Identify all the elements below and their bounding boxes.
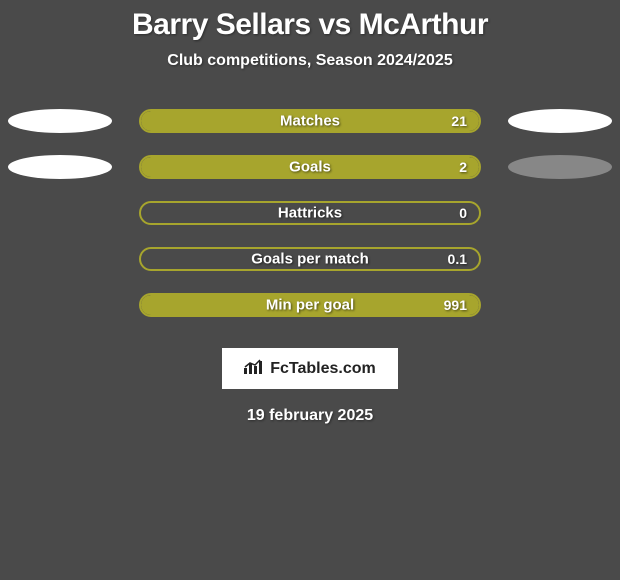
stat-label: Hattricks: [278, 205, 342, 222]
stat-value: 2: [459, 159, 467, 175]
subtitle: Club competitions, Season 2024/2025: [0, 52, 620, 70]
brand-chart-icon: [244, 358, 264, 379]
stat-label: Goals: [289, 159, 331, 176]
chart-area: Matches 21 Goals 2 Hattricks 0 Goals per match…: [0, 98, 620, 328]
stat-label: Min per goal: [266, 297, 354, 314]
page-title: Barry Sellars vs McArthur: [0, 8, 620, 42]
player-right-marker: [508, 155, 612, 179]
stat-row: Min per goal 991: [0, 282, 620, 328]
date-text: 19 february 2025: [0, 407, 620, 425]
stat-label: Matches: [280, 113, 340, 130]
stat-value: 0: [459, 205, 467, 221]
brand-badge: FcTables.com: [222, 348, 398, 389]
brand-text: FcTables.com: [270, 360, 376, 378]
stat-bar: Goals per match 0.1: [139, 247, 481, 271]
stat-row: Hattricks 0: [0, 190, 620, 236]
player-left-marker: [8, 155, 112, 179]
player-left-marker: [8, 109, 112, 133]
stat-row: Goals 2: [0, 144, 620, 190]
stat-bar: Goals 2: [139, 155, 481, 179]
player-right-marker: [508, 109, 612, 133]
stat-value: 991: [444, 297, 467, 313]
stat-value: 0.1: [448, 251, 467, 267]
stat-row: Matches 21: [0, 98, 620, 144]
stat-row: Goals per match 0.1: [0, 236, 620, 282]
comparison-infographic: Barry Sellars vs McArthur Club competiti…: [0, 0, 620, 425]
stat-bar: Hattricks 0: [139, 201, 481, 225]
stat-value: 21: [451, 113, 467, 129]
stat-bar: Matches 21: [139, 109, 481, 133]
stat-bar: Min per goal 991: [139, 293, 481, 317]
stat-label: Goals per match: [251, 251, 369, 268]
